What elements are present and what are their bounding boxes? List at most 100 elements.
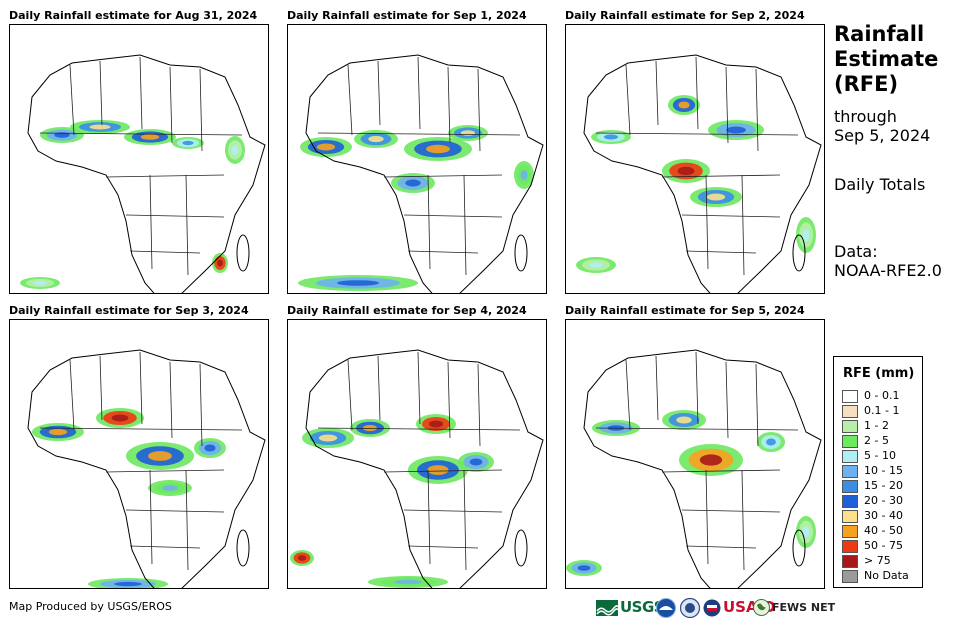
rain-area (318, 434, 338, 442)
country-border (199, 68, 203, 152)
country-border (755, 363, 759, 447)
rain-area (802, 228, 810, 242)
footer-credit: Map Produced by USGS/EROS (9, 600, 172, 613)
rain-area (802, 526, 810, 538)
coastline (27, 349, 266, 588)
legend-label: 0 - 0.1 (864, 389, 900, 402)
country-border (447, 361, 451, 439)
through-label: through (834, 107, 897, 126)
country-border (741, 174, 745, 276)
rain-area (182, 140, 194, 146)
legend-swatch (842, 480, 858, 493)
legend-swatch (842, 510, 858, 523)
title-line: Rainfall (834, 22, 925, 46)
rain-area (140, 134, 160, 140)
rainfall-map (287, 24, 547, 294)
rain-area (469, 458, 483, 466)
legend-swatch (842, 435, 858, 448)
madagascar-outline (514, 234, 528, 272)
data-source: NOAA-RFE2.0 (834, 261, 942, 280)
rain-area (231, 145, 239, 155)
country-border (685, 545, 757, 549)
country-border (725, 66, 729, 144)
legend-swatch (842, 555, 858, 568)
fews-globe-icon (753, 599, 770, 616)
rain-area (577, 565, 591, 571)
rain-area (678, 101, 690, 109)
rain-area (162, 485, 178, 491)
panel-title: Daily Rainfall estimate for Sep 3, 2024 (9, 304, 249, 317)
country-border (139, 351, 143, 425)
rain-area (337, 280, 379, 286)
country-border (347, 64, 353, 136)
country-border (317, 427, 521, 431)
legend-swatch (842, 570, 858, 583)
legend-swatch (842, 525, 858, 538)
rainfall-map (565, 24, 825, 294)
noaa-logo-icon (656, 598, 676, 618)
legend-label: 50 - 75 (864, 539, 903, 552)
rain-area (363, 424, 377, 432)
country-border (705, 469, 709, 565)
country-border (477, 363, 481, 447)
legend-swatch (842, 465, 858, 478)
country-border (407, 545, 479, 549)
madagascar-outline (236, 234, 250, 272)
rain-area (368, 135, 384, 143)
legend-swatch (842, 540, 858, 553)
rain-area (676, 416, 692, 424)
legend-label: 1 - 2 (864, 419, 889, 432)
country-border (185, 469, 189, 571)
rain-area (766, 438, 776, 446)
rain-area (520, 170, 528, 180)
country-border (149, 469, 153, 565)
country-border (407, 250, 479, 254)
country-border (417, 351, 421, 425)
rain-area (405, 179, 421, 187)
country-border (99, 355, 103, 421)
rain-area (297, 555, 307, 561)
doc-seal-icon (680, 598, 700, 618)
rain-area (677, 166, 695, 176)
africa-map-svg (20, 54, 266, 293)
rain-area (429, 420, 443, 428)
country-border (447, 66, 451, 144)
africa-map-svg (576, 54, 822, 293)
country-border (595, 427, 799, 431)
rain-area (114, 581, 142, 587)
rainfall-map (9, 24, 269, 294)
rain-area (316, 143, 336, 151)
country-border (129, 250, 201, 254)
rainfall-map (287, 319, 547, 589)
country-border (69, 359, 75, 431)
legend: RFE (mm) 0 - 0.1 0.1 - 1 1 - 2 2 - 5 5 - 10 1… (833, 356, 923, 588)
country-border (99, 60, 103, 126)
usgs-logo-text: USGS (620, 598, 665, 616)
country-border (347, 359, 353, 431)
rain-area (394, 579, 422, 585)
panel-title: Daily Rainfall estimate for Aug 31, 2024 (9, 9, 258, 22)
rain-area (111, 414, 129, 422)
panel-title: Daily Rainfall estimate for Sep 5, 2024 (565, 304, 805, 317)
coastline (27, 54, 266, 293)
rain-area (148, 451, 172, 461)
legend-label: 0.1 - 1 (864, 404, 900, 417)
country-border (417, 56, 421, 130)
rain-area (217, 259, 223, 267)
country-border (125, 509, 225, 513)
country-border (149, 174, 153, 270)
country-border (383, 174, 503, 178)
rainfall-map (565, 319, 825, 589)
rain-area (726, 126, 746, 134)
period-label: Daily Totals (834, 175, 926, 194)
country-border (681, 509, 781, 513)
sidebar-title: Rainfall Estimate (RFE) (834, 22, 938, 97)
country-border (403, 214, 503, 218)
country-border (655, 355, 659, 421)
through-date: Sep 5, 2024 (834, 126, 931, 145)
country-border (185, 174, 189, 276)
legend-title: RFE (mm) (843, 366, 915, 381)
title-line: (RFE) (834, 72, 899, 96)
africa-map-svg (566, 349, 822, 588)
country-border (139, 56, 143, 130)
